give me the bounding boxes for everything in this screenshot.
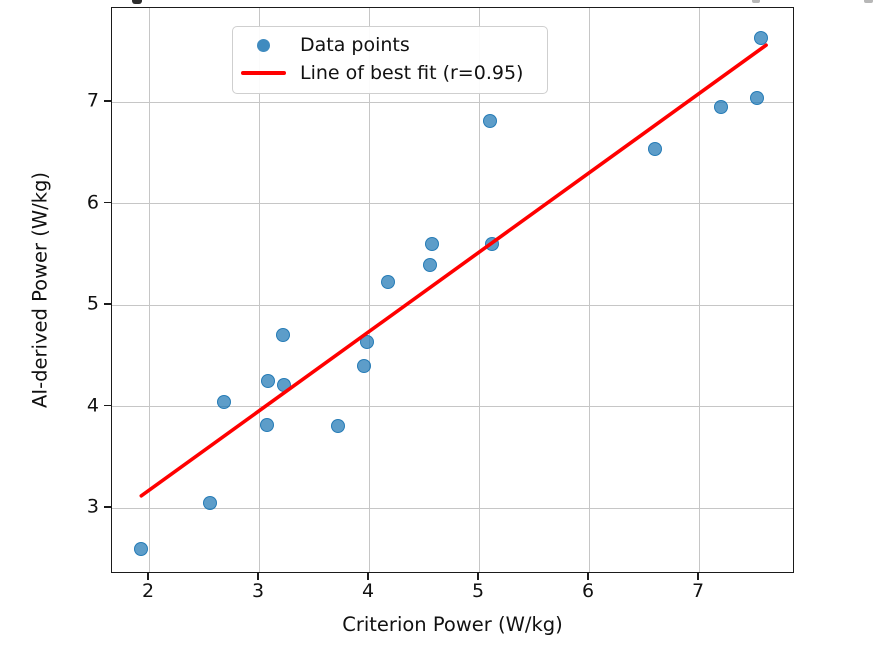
plot-area: Data points Line of best fit (r=0.95)	[111, 7, 794, 573]
scatter-point	[483, 114, 497, 129]
clipped-title-remnant	[752, 0, 760, 3]
legend-label: Line of best fit (r=0.95)	[300, 62, 524, 84]
grid-line-vertical	[368, 8, 370, 572]
x-tick-label: 2	[141, 580, 155, 602]
grid-line-horizontal	[112, 101, 793, 103]
grid-line-vertical	[148, 8, 150, 572]
line-marker-icon	[241, 71, 286, 75]
y-tick-mark	[104, 303, 111, 305]
y-tick-mark	[104, 201, 111, 204]
x-axis-label: Criterion Power (W/kg)	[342, 613, 563, 636]
scatter-point	[202, 495, 217, 510]
clipped-title-remnant	[864, 0, 873, 3]
y-tick-label: 6	[86, 191, 99, 214]
x-tick-label: 4	[361, 580, 375, 602]
best-fit-line	[139, 43, 768, 498]
y-axis-label: AI-derived Power (W/kg)	[28, 172, 52, 408]
x-tick-mark	[477, 573, 479, 580]
scatter-point	[356, 358, 371, 373]
x-tick-mark	[587, 573, 589, 580]
scatter-point	[422, 258, 437, 273]
scatter-point	[259, 417, 274, 432]
clipped-title-remnant	[132, 0, 142, 4]
x-tick-mark	[367, 573, 369, 580]
legend-swatch	[241, 71, 286, 75]
scatter-point	[216, 395, 231, 410]
x-tick-mark	[147, 573, 149, 580]
y-tick-label: 3	[86, 495, 99, 518]
y-tick-label: 7	[86, 89, 99, 112]
x-tick-label: 6	[581, 580, 595, 602]
scatter-marker-icon	[257, 38, 270, 52]
x-tick-label: 3	[251, 580, 265, 602]
scatter-point	[276, 328, 291, 343]
scatter-point	[331, 418, 346, 433]
scatter-point	[134, 541, 149, 556]
legend-swatch	[241, 38, 286, 52]
scatter-point	[714, 100, 728, 115]
scatter-point	[424, 237, 439, 252]
grid-line-horizontal	[112, 406, 793, 407]
scatter-point	[380, 274, 395, 289]
scatter-point	[750, 90, 765, 105]
grid-line-vertical	[698, 8, 700, 572]
scatter-point	[648, 141, 662, 156]
legend-entry-best-fit: Line of best fit (r=0.95)	[233, 59, 547, 87]
x-tick-label: 7	[691, 580, 705, 602]
y-tick-label: 5	[86, 292, 99, 315]
y-tick-mark	[104, 100, 111, 102]
scatter-point	[753, 31, 768, 46]
legend-entry-data-points: Data points	[233, 31, 547, 59]
x-tick-label: 5	[471, 580, 485, 602]
y-tick-mark	[104, 404, 111, 407]
grid-line-horizontal	[112, 203, 793, 204]
x-tick-mark	[697, 573, 699, 580]
grid-line-horizontal	[112, 507, 793, 509]
y-tick-mark	[104, 506, 111, 508]
grid-line-vertical	[258, 8, 260, 572]
grid-line-vertical	[478, 8, 480, 572]
legend-label: Data points	[300, 34, 410, 56]
x-tick-mark	[257, 573, 259, 580]
y-tick-label: 4	[86, 394, 99, 417]
legend: Data points Line of best fit (r=0.95)	[232, 26, 548, 94]
grid-line-horizontal	[112, 304, 793, 306]
grid-line-vertical	[588, 8, 590, 572]
scatter-point	[260, 374, 275, 389]
